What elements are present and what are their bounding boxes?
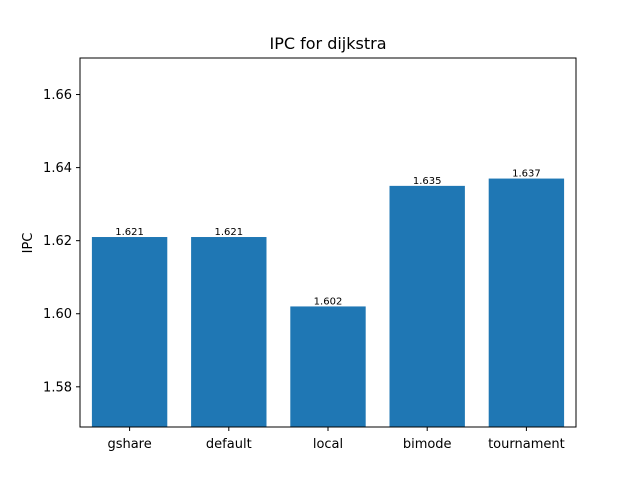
data-label-bimode: 1.635 [413,176,442,187]
chart-title: IPC for dijkstra [269,34,386,53]
x-tick-label-bimode: bimode [403,437,452,452]
plot-area: 1.621 1.621 1.602 1.635 1.637 gshare default lo… [43,57,577,452]
x-tick-label-local: local [313,437,343,452]
x-tick-label-gshare: gshare [107,437,151,452]
data-label-default: 1.621 [214,227,243,238]
y-tick-label-1.62: 1.62 [43,234,72,249]
bar-gshare [91,237,168,427]
data-label-local: 1.602 [314,296,343,307]
bar-default [191,237,267,427]
data-label-tournament: 1.637 [512,169,541,180]
y-axis-label: IPC [21,233,36,254]
bar-tournament [488,178,565,427]
y-tick-label-1.60: 1.60 [43,307,72,322]
x-tick-label-tournament: tournament [488,437,565,452]
y-tick-label-1.66: 1.66 [43,88,72,103]
bar-local [290,306,366,427]
y-tick-label-1.58: 1.58 [43,380,72,395]
data-label-gshare: 1.621 [115,227,144,238]
y-tick-label-1.64: 1.64 [43,161,72,176]
bar-bimode [389,185,465,427]
x-tick-label-default: default [206,437,252,452]
